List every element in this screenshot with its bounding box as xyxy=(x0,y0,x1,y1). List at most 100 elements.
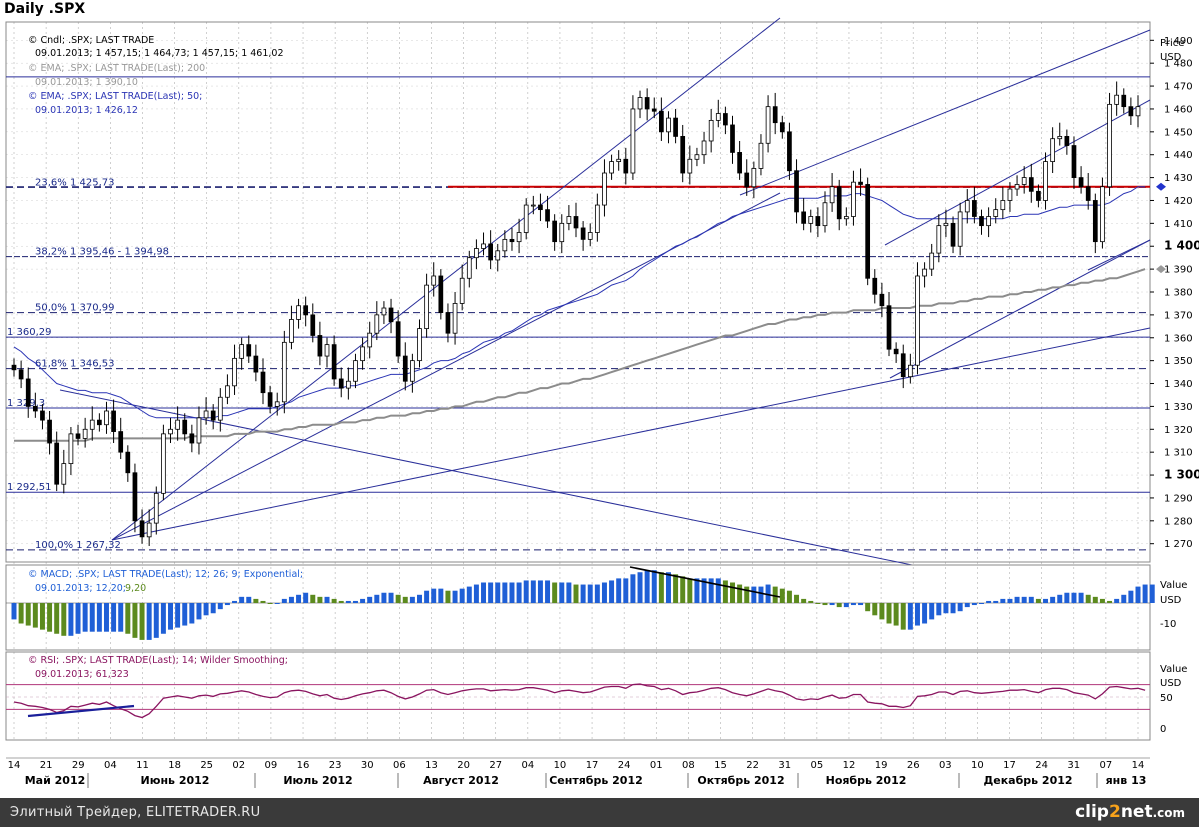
macd-bar xyxy=(694,578,700,603)
price-tick-label: 1 390 xyxy=(1164,265,1193,276)
macd-bar xyxy=(288,596,294,603)
macd-bar xyxy=(388,592,394,603)
macd-bar xyxy=(1085,594,1091,603)
candle-down xyxy=(794,170,799,213)
candle-up xyxy=(360,346,365,362)
candle-down xyxy=(787,131,792,172)
macd-bar xyxy=(580,584,586,603)
day-tick-label: 22 xyxy=(746,760,759,771)
macd-bar xyxy=(1071,592,1077,603)
price-tick-label: 1 490 xyxy=(1164,36,1193,47)
legend-rsi-values: 09.01.2013; 61,323 xyxy=(35,669,129,680)
candle-up xyxy=(410,360,415,382)
candle-up xyxy=(758,142,764,169)
date-axis: 14 21 29 04 11 18 25 02 09 16 23 30 06 13 20 27 04 10 17 24… xyxy=(6,757,1150,788)
candle-up xyxy=(822,202,828,227)
macd-bar xyxy=(1043,598,1049,603)
candle-up xyxy=(808,216,814,224)
day-tick-label: 18 xyxy=(168,760,181,771)
macd-bar xyxy=(345,600,351,603)
macd-bar xyxy=(32,603,38,628)
candle-up xyxy=(61,463,67,485)
candle-up xyxy=(431,275,437,286)
horizontal-level-label: 1 292,51 xyxy=(7,482,52,493)
macd-bar xyxy=(409,596,415,603)
day-tick-label: 13 xyxy=(425,760,438,771)
candle-up xyxy=(957,211,963,247)
candle-down xyxy=(1121,94,1127,108)
day-tick-label: 04 xyxy=(104,760,117,771)
macd-bar xyxy=(438,588,444,603)
candle-up xyxy=(161,433,166,494)
macd-bar xyxy=(352,600,358,603)
macd-bar xyxy=(907,603,913,630)
candle-down xyxy=(1064,136,1070,146)
macd-bar xyxy=(466,586,472,603)
candle-down xyxy=(1071,145,1077,178)
macd-bar xyxy=(1114,598,1120,603)
candle-up xyxy=(381,307,387,316)
candle-up xyxy=(153,492,159,524)
month-label: Август 2012 xyxy=(423,774,499,787)
candle-down xyxy=(801,211,807,224)
price-tick-label: 1 310 xyxy=(1164,448,1193,459)
macd-bar xyxy=(39,603,45,630)
candle-down xyxy=(680,136,686,174)
macd-bar xyxy=(616,578,622,603)
candle-up xyxy=(530,204,536,207)
candle-down xyxy=(11,364,17,371)
candle-up xyxy=(466,257,472,279)
candle-up xyxy=(922,268,927,277)
macd-bar xyxy=(957,603,963,612)
macd-bar xyxy=(993,600,999,603)
legend: © Cndl; .SPX; LAST TRADE 09.01.2013; 1 45… xyxy=(28,35,303,680)
candle-down xyxy=(673,117,678,137)
macd-bar xyxy=(417,594,422,603)
macd-bar xyxy=(537,580,543,603)
macd-bar xyxy=(502,582,508,603)
macd-bar xyxy=(11,603,17,620)
candle-down xyxy=(779,122,785,133)
candle-down xyxy=(545,209,550,222)
candle-up xyxy=(1100,186,1105,243)
macd-bar xyxy=(1121,594,1127,603)
macd-axis-unit: USD xyxy=(1160,595,1182,606)
price-tick-label: 1 360 xyxy=(1164,333,1193,344)
price-tick-label: 1 370 xyxy=(1164,310,1193,321)
candle-down xyxy=(573,216,579,229)
macd-bar xyxy=(566,582,572,603)
candle-down xyxy=(744,172,750,188)
macd-bar xyxy=(168,603,173,630)
candle-down xyxy=(395,321,401,357)
macd-bar xyxy=(1057,594,1063,603)
footer-bar: Элитный Трейдер, ELITETRADER.RU clip2net… xyxy=(0,798,1199,827)
macd-bar xyxy=(431,588,437,603)
candle-up xyxy=(993,209,999,217)
candle-down xyxy=(338,378,344,389)
macd-bar xyxy=(630,574,636,603)
candle-down xyxy=(125,451,131,474)
horizontal-level-label: 1 360,29 xyxy=(7,327,52,338)
day-tick-label: 17 xyxy=(1003,760,1016,771)
macd-bar xyxy=(239,596,245,603)
day-tick-label: 11 xyxy=(136,760,149,771)
price-tick-label: 1 400 xyxy=(1164,239,1199,253)
macd-bar xyxy=(303,592,309,603)
macd-bar xyxy=(54,603,60,634)
ema-lines xyxy=(13,186,1146,442)
macd-bar xyxy=(75,603,81,634)
macd-bar xyxy=(125,603,131,634)
candle-up xyxy=(851,181,856,217)
macd-bar xyxy=(1064,592,1070,603)
candle-down xyxy=(580,227,586,240)
candle-up xyxy=(915,275,920,366)
day-tick-label: 30 xyxy=(361,760,374,771)
macd-axis-header: Value xyxy=(1160,580,1187,591)
macd-bar xyxy=(189,603,195,624)
macd-bar xyxy=(274,603,280,604)
candle-down xyxy=(730,124,735,153)
candle-down xyxy=(118,431,124,453)
macd-bar xyxy=(1107,600,1113,603)
macd-bar xyxy=(801,598,807,603)
macd-bar xyxy=(324,596,330,603)
